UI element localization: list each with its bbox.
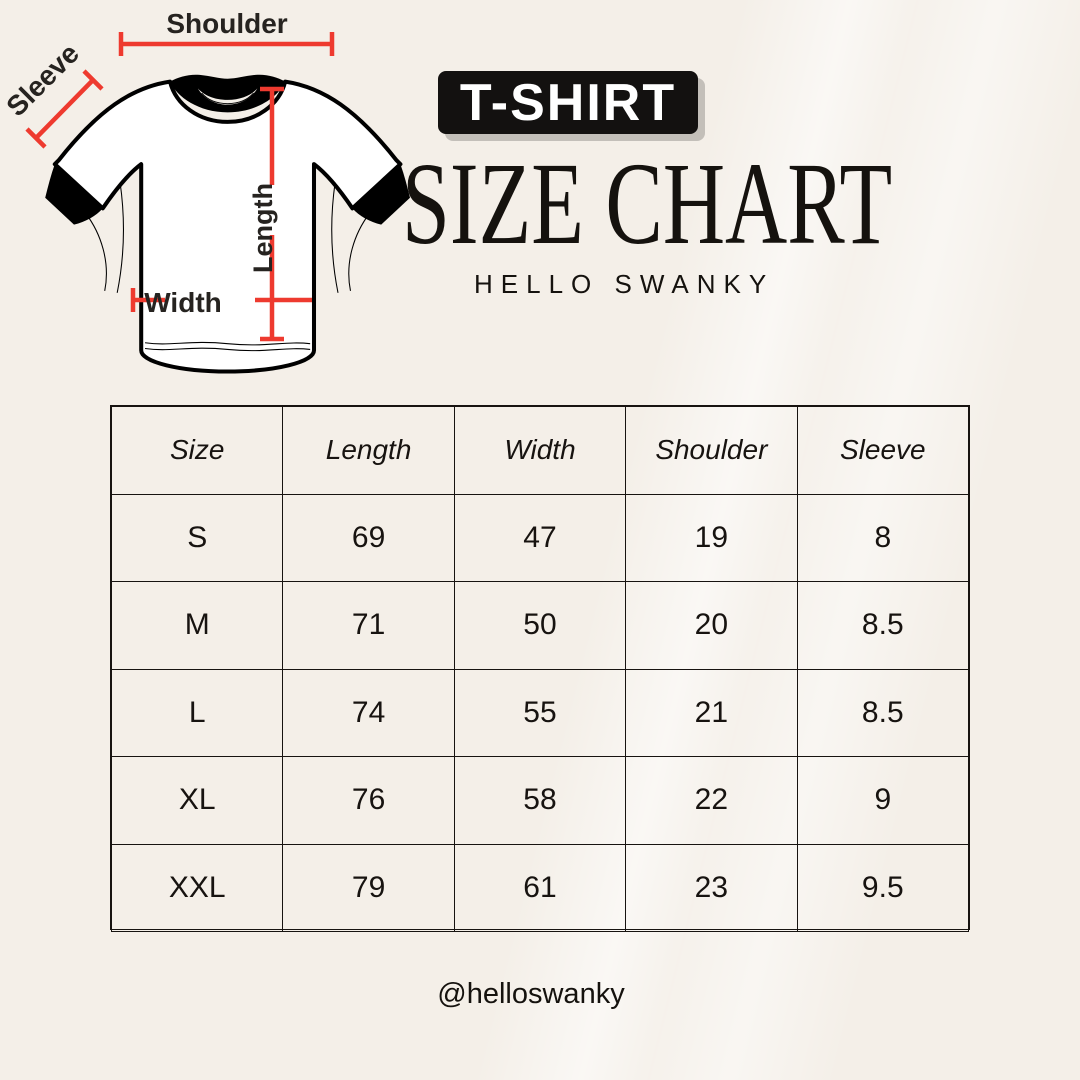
svg-text:Sleeve: Sleeve (0, 38, 85, 123)
svg-text:Shoulder: Shoulder (166, 8, 287, 39)
svg-text:Width: Width (144, 287, 222, 318)
svg-text:Length: Length (248, 183, 278, 273)
